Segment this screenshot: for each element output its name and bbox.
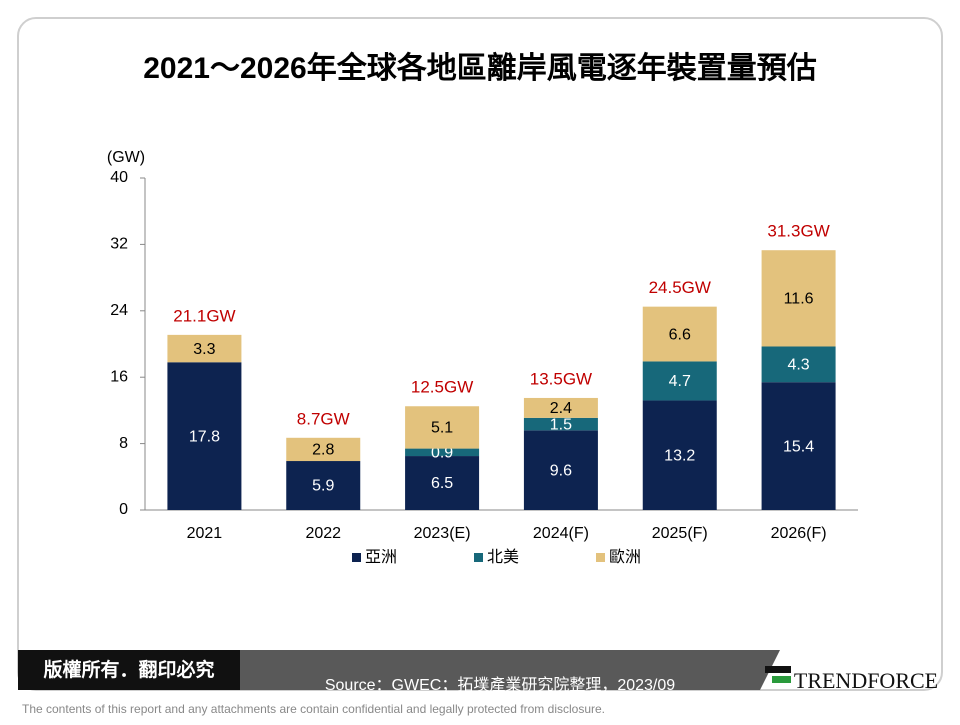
data-label: 11.6	[784, 291, 814, 308]
data-label: 9.6	[550, 462, 572, 479]
y-axis-label: (GW)	[107, 149, 145, 166]
y-tick-label: 8	[119, 435, 128, 452]
bar-segment	[642, 361, 717, 401]
data-label: 5.9	[312, 478, 334, 495]
data-label: 2.8	[312, 442, 334, 459]
data-label: 4.7	[669, 373, 691, 390]
total-label: 8.7GW	[297, 409, 350, 428]
legend-swatch	[474, 553, 483, 562]
y-tick-label: 40	[110, 169, 128, 186]
x-tick-label: 2025(F)	[652, 525, 708, 542]
x-tick-label: 2024(F)	[533, 525, 589, 542]
logo-mark	[772, 676, 791, 683]
x-tick-label: 2026(F)	[771, 525, 827, 542]
data-label: 2.4	[550, 400, 572, 417]
total-label: 13.5GW	[530, 369, 592, 388]
data-label: 1.5	[550, 416, 572, 433]
bar-segment	[523, 417, 598, 431]
bar-segment	[642, 306, 717, 362]
chart-title: 2021～2026年全球各地區離岸風電逐年裝置量預估	[143, 51, 816, 85]
legend-label: 北美	[487, 548, 519, 566]
disclaimer: The contents of this report and any atta…	[22, 702, 605, 716]
x-tick-label: 2023(E)	[414, 525, 471, 542]
data-label: 17.8	[189, 428, 220, 445]
bar-segment	[761, 382, 836, 510]
data-label: 6.5	[431, 475, 453, 492]
copyright: 版權所有．翻印必究	[43, 658, 214, 681]
data-label: 6.6	[669, 326, 691, 343]
y-tick-label: 24	[110, 302, 128, 319]
x-tick-label: 2021	[187, 525, 223, 542]
bar-segment	[642, 400, 717, 510]
total-label: 31.3GW	[767, 222, 829, 241]
bar-segment	[286, 461, 361, 510]
total-label: 12.5GW	[411, 378, 473, 397]
bar-segment	[286, 437, 361, 462]
x-tick-label: 2022	[305, 525, 341, 542]
bar-segment	[405, 456, 480, 510]
bar-segment	[523, 397, 598, 418]
data-label: 15.4	[783, 438, 814, 455]
data-label: 5.1	[431, 420, 453, 437]
source: Source：GWEC；拓墣產業研究院整理，2023/09	[325, 676, 675, 694]
bar-segment	[167, 334, 242, 363]
legend-label: 亞洲	[365, 549, 397, 566]
data-label: 13.2	[664, 447, 695, 464]
bar-segment	[761, 250, 836, 347]
legend-swatch	[596, 553, 605, 562]
y-tick-label: 32	[110, 236, 128, 253]
data-label: 3.3	[193, 341, 215, 358]
bar-segment	[167, 362, 242, 510]
logo: TRENDFORCE	[794, 668, 938, 693]
logo-mark	[765, 666, 791, 673]
total-label: 21.1GW	[173, 306, 235, 325]
legend-swatch	[352, 553, 361, 562]
bar-segment	[405, 448, 480, 457]
data-label: 4.3	[787, 357, 809, 374]
bar-segment	[405, 406, 480, 449]
data-label: 0.9	[431, 445, 453, 462]
legend-label: 歐洲	[609, 548, 641, 566]
total-label: 24.5GW	[649, 278, 711, 297]
y-tick-label: 16	[110, 368, 128, 385]
copyright-box	[18, 650, 240, 690]
bar-segment	[523, 430, 598, 510]
y-tick-label: 0	[119, 501, 128, 518]
bar-segment	[761, 346, 836, 383]
